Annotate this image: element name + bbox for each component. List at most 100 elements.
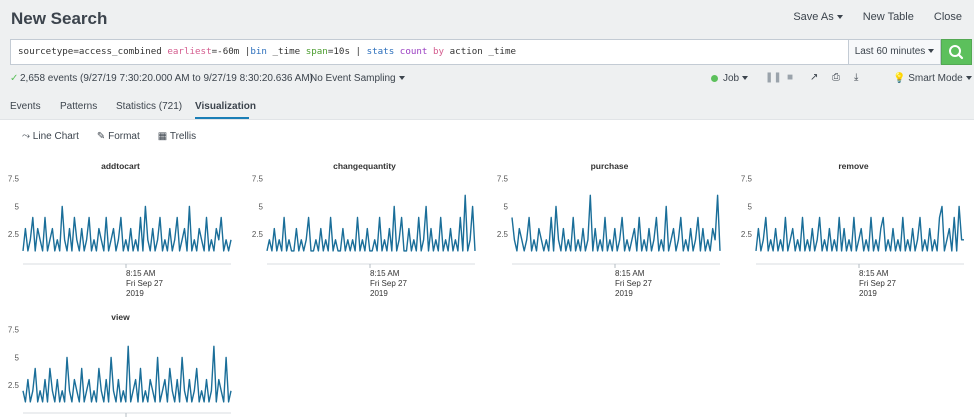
y-tick-label: 5: [259, 202, 264, 211]
x-tick-label: 8:15 AM: [370, 269, 400, 278]
chevron-down-icon: [398, 76, 405, 81]
x-tick-label: 8:15 AM: [859, 269, 889, 278]
top-actions: Save As New Table Close: [793, 11, 962, 23]
save-as-button[interactable]: Save As: [793, 11, 843, 23]
x-tick-label: 2019: [615, 289, 633, 298]
line-chart-icon: ⤳: [22, 131, 30, 142]
series-line-changequantity[interactable]: [266, 194, 476, 252]
y-tick-label: 7.5: [8, 326, 20, 335]
chart-panel-changequantity: changequantity 7.5 5 2.5 8:15 AM Fri Sep 27 20…: [252, 158, 477, 298]
new-table-button[interactable]: New Table: [862, 11, 914, 23]
stop-icon[interactable]: ■: [787, 72, 794, 83]
top-bar: New Search Save As New Table Close: [0, 0, 974, 38]
tab-statistics[interactable]: Statistics (721): [116, 101, 183, 112]
tab-events[interactable]: Events: [10, 101, 41, 112]
x-tick-label: Fri Sep 27: [615, 279, 652, 288]
x-tick-label: Fri Sep 27: [370, 279, 407, 288]
x-tick-label: 2019: [859, 289, 877, 298]
search-input[interactable]: sourcetype=access_combined earliest=-60m…: [10, 39, 848, 65]
job-status-icon: [711, 75, 718, 82]
y-tick-label: 2.5: [8, 230, 20, 239]
series-line-view[interactable]: [22, 345, 232, 403]
tab-patterns[interactable]: Patterns: [60, 101, 98, 112]
query-command: stats: [366, 46, 395, 57]
series-line-addtocart[interactable]: [22, 205, 232, 252]
query-function: count: [399, 46, 428, 57]
chevron-down-icon: [928, 49, 935, 54]
y-tick-label: 5: [15, 202, 20, 211]
y-tick-label: 5: [15, 353, 20, 362]
close-button[interactable]: Close: [933, 11, 962, 23]
query-keyword: earliest: [167, 46, 212, 57]
x-tick-label: 8:15 AM: [615, 269, 645, 278]
status-row: ✓ 2,658 events (9/27/19 7:30:20.000 AM t…: [0, 68, 974, 92]
result-tabs: Events Patterns Statistics (721) Visuali…: [0, 92, 974, 120]
sampling-label: No Event Sampling: [310, 73, 396, 84]
y-tick-label: 2.5: [8, 381, 20, 390]
x-tick-label: 2019: [126, 289, 144, 298]
format-label: Format: [108, 131, 140, 142]
query-part: action _time: [444, 46, 517, 57]
query-keyword: by: [433, 46, 445, 57]
line-chart-label: Line Chart: [32, 131, 79, 142]
time-range-picker[interactable]: Last 60 minutes: [848, 39, 941, 65]
share-icon[interactable]: ↗: [810, 72, 819, 83]
y-tick-label: 7.5: [497, 175, 509, 184]
x-tick-label: Fri Sep 27: [126, 279, 163, 288]
pencil-icon: ✎: [96, 131, 106, 142]
print-icon[interactable]: ⎙: [832, 72, 840, 83]
chart-panel-remove: remove 7.5 5 2.5 8:15 AM Fri Sep 27 2019: [741, 158, 966, 298]
chevron-down-icon: [742, 76, 749, 81]
x-tick-label: 2019: [370, 289, 388, 298]
y-tick-label: 7.5: [252, 175, 264, 184]
search-icon: [949, 45, 964, 60]
job-label: Job: [723, 73, 740, 84]
x-tick-label: Fri Sep 27: [859, 279, 896, 288]
search-mode-dropdown[interactable]: 💡 Smart Mode: [893, 73, 972, 84]
time-range-label: Last 60 minutes: [854, 46, 926, 57]
chart-title: changequantity: [333, 161, 396, 171]
trellis-button[interactable]: ▦ Trellis: [158, 131, 196, 142]
search-mode-label: Smart Mode: [908, 73, 963, 84]
chart-title: view: [111, 312, 130, 322]
pause-icon[interactable]: ❚❚: [765, 72, 782, 83]
format-button[interactable]: ✎ Format: [97, 131, 140, 142]
chart-title: remove: [838, 161, 869, 171]
active-tab-indicator: [195, 117, 249, 119]
y-tick-label: 5: [748, 202, 753, 211]
y-tick-label: 2.5: [252, 230, 264, 239]
events-count: 2,658 events (9/27/19 7:30:20.000 AM to …: [20, 73, 313, 84]
query-part: =10s |: [327, 46, 367, 57]
chart-panel-view: view 7.5 5 2.5: [8, 309, 233, 417]
export-icon[interactable]: ⤓: [854, 72, 859, 83]
series-line-purchase[interactable]: [511, 194, 721, 252]
chevron-down-icon: [965, 76, 972, 81]
search-button[interactable]: [941, 39, 972, 65]
tab-visualization[interactable]: Visualization: [195, 101, 256, 112]
y-tick-label: 7.5: [8, 175, 20, 184]
query-part: =-60m |: [211, 46, 251, 57]
chart-svg: 7.5 5 2.5: [8, 175, 232, 268]
check-icon: ✓: [10, 73, 19, 84]
x-tick-label: 8:15 AM: [126, 269, 156, 278]
chart-panel-addtocart: addtocart 7.5 5 2.5 8:15 AM Fri Sep 27 2019: [8, 158, 233, 298]
bulb-icon: 💡: [893, 73, 906, 84]
query-command: bin: [250, 46, 267, 57]
series-line-remove[interactable]: [755, 205, 964, 252]
job-dropdown[interactable]: Job: [723, 73, 749, 84]
y-tick-label: 2.5: [497, 230, 509, 239]
save-as-label: Save As: [793, 11, 834, 23]
chart-svg: 7.5 5 2.5: [8, 326, 232, 417]
search-row: sourcetype=access_combined earliest=-60m…: [0, 38, 974, 68]
viz-toolbar: ⤳ Line Chart ✎ Format ▦ Trellis: [22, 131, 196, 142]
y-tick-label: 7.5: [741, 175, 753, 184]
chart-svg: 7.5 5 2.5: [497, 175, 721, 268]
y-tick-label: 2.5: [741, 230, 753, 239]
page-title: New Search: [11, 9, 108, 28]
chart-svg: 7.5 5 2.5: [252, 175, 476, 268]
trellis-label: Trellis: [169, 131, 197, 142]
event-sampling-dropdown[interactable]: No Event Sampling: [310, 73, 405, 84]
line-chart-button[interactable]: ⤳ Line Chart: [22, 131, 79, 142]
query-part: sourcetype=access_combined: [18, 46, 168, 57]
chart-title: purchase: [590, 161, 629, 171]
